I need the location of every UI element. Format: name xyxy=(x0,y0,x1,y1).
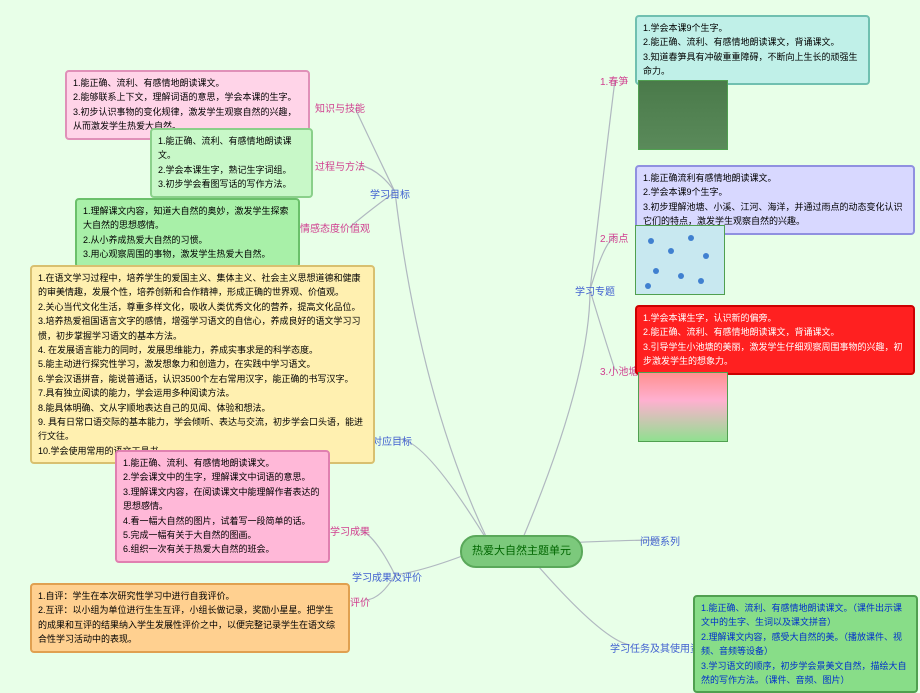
list-item: 4. 在发展语言能力的同时，发展思维能力，养成实事求是的科学态度。 xyxy=(38,343,367,357)
image-pond xyxy=(638,372,728,442)
list-item: 5.完成一幅有关于大自然的图画。 xyxy=(123,528,322,542)
list-item: 6.学会汉语拼音，能说普通话，认识3500个左右常用汉字，能正确的书写汉字。 xyxy=(38,372,367,386)
branch-results: 学习成果及评价 xyxy=(352,569,422,584)
box-targets: 1.在语文学习过程中，培养学生的爱国主义、集体主义、社会主义思想道德和健康的审美… xyxy=(30,265,375,464)
list-item: 1.能正确、流利、有感情地朗读课文。 xyxy=(73,76,302,90)
list-item: 3.初步学会看图写话的写作方法。 xyxy=(158,177,305,191)
list-item: 2.学会课文中的生字，理解课文中词语的意思。 xyxy=(123,470,322,484)
list-item: 3.引导学生小池塘的美丽，激发学生仔细观察周围事物的兴趣，初步激发学生的想象力。 xyxy=(643,340,907,369)
branch-questions: 问题系列 xyxy=(640,533,680,548)
box-eval: 1.自评：学生在本次研究性学习中进行自我评价。2.互评：以小组为单位进行生生互评… xyxy=(30,583,350,653)
list-item: 3.培养热爱祖国语言文字的感情，增强学习语文的自信心，养成良好的语文学习习惯，初… xyxy=(38,314,367,343)
list-item: 2.从小养成热爱大自然的习惯。 xyxy=(83,233,292,247)
box-t1: 1.学会本课9个生字。2.能正确、流利、有感情地朗读课文，背诵课文。3.知道春笋… xyxy=(635,15,870,85)
box-tasks: 1.能正确、流利、有感情地朗读课文。（课件出示课文中的生字、生词以及课文拼音）2… xyxy=(693,595,918,693)
list-item: 2.关心当代文化生活，尊重多样文化，吸收人类优秀文化的营养，提高文化品位。 xyxy=(38,300,367,314)
list-item: 1.在语文学习过程中，培养学生的爱国主义、集体主义、社会主义思想道德和健康的审美… xyxy=(38,271,367,300)
list-item: 4.看一幅大自然的图片，试着写一段简单的话。 xyxy=(123,514,322,528)
image-rain xyxy=(635,225,725,295)
box-process: 1.能正确、流利、有感情地朗读课文。2.学会本课生字，熟记生字词组。3.初步学会… xyxy=(150,128,313,198)
list-item: 6.组织一次有关于热爱大自然的班会。 xyxy=(123,542,322,556)
image-spring-bamboo xyxy=(638,80,728,150)
list-item: 3.学习语文的顺序，初步学会景美文自然，描绘大自然的写作方法。（课件、音频、图片… xyxy=(701,659,910,688)
list-item: 1.能正确、流利、有感情地朗读课文。 xyxy=(123,456,322,470)
center-node: 热爱大自然主题单元 xyxy=(460,535,583,568)
list-item: 1.能正确流利有感情地朗读课文。 xyxy=(643,171,907,185)
list-item: 9. 具有日常口语交际的基本能力，学会倾听、表达与交流，初步学会口头语，能进行文… xyxy=(38,415,367,444)
list-item: 3.理解课文内容，在阅读课文中能理解作者表达的思想感情。 xyxy=(123,485,322,514)
sub-t2: 2.雨点 xyxy=(600,230,628,245)
sub-results: 学习成果 xyxy=(330,523,370,538)
list-item: 2.学会本课9个生字。 xyxy=(643,185,907,199)
list-item: 1.学会本课9个生字。 xyxy=(643,21,862,35)
branch-targets: 对应目标 xyxy=(372,433,412,448)
list-item: 2.能正确、流利、有感情地朗读课文，背诵课文。 xyxy=(643,35,862,49)
list-item: 2.理解课文内容，感受大自然的美。（播放课件、视频、音频等设备） xyxy=(701,630,910,659)
list-item: 2.能够联系上下文，理解词语的意思，学会本课的生字。 xyxy=(73,90,302,104)
list-item: 2.能正确、流利、有感情地朗读课文，背诵课文。 xyxy=(643,325,907,339)
list-item: 7.具有独立阅读的能力，学会运用多种阅读方法。 xyxy=(38,386,367,400)
box-emotion: 1.理解课文内容，知道大自然的奥妙，激发学生探索大自然的思想感情。2.从小养成热… xyxy=(75,198,300,268)
list-item: 3.知道春笋具有冲破重重障碍，不断向上生长的顽强生命力。 xyxy=(643,50,862,79)
list-item: 1.能正确、流利、有感情地朗读课文。 xyxy=(158,134,305,163)
list-item: 1.自评：学生在本次研究性学习中进行自我评价。 xyxy=(38,589,342,603)
list-item: 5.能主动进行探究性学习，激发想象力和创造力，在实践中学习语文。 xyxy=(38,357,367,371)
list-item: 8.能具体明确、文从字顺地表达自己的见闻、体验和想法。 xyxy=(38,401,367,415)
sub-t1: 1.春笋 xyxy=(600,73,628,88)
branch-topics: 学习专题 xyxy=(575,283,615,298)
box-t3: 1.学会本课生字，认识新的偏旁。2.能正确、流利、有感情地朗读课文，背诵课文。3… xyxy=(635,305,915,375)
list-item: 2.学会本课生字，熟记生字词组。 xyxy=(158,163,305,177)
list-item: 1.能正确、流利、有感情地朗读课文。（课件出示课文中的生字、生词以及课文拼音） xyxy=(701,601,910,630)
sub-eval: 评价 xyxy=(350,594,370,609)
list-item: 1.学会本课生字，认识新的偏旁。 xyxy=(643,311,907,325)
branch-goals: 学习目标 xyxy=(370,186,410,201)
list-item: 3.用心观察周围的事物，激发学生热爱大自然。 xyxy=(83,247,292,261)
box-results: 1.能正确、流利、有感情地朗读课文。2.学会课文中的生字，理解课文中词语的意思。… xyxy=(115,450,330,563)
sub-emotion: 情感态度价值观 xyxy=(300,220,370,235)
list-item: 1.理解课文内容，知道大自然的奥妙，激发学生探索大自然的思想感情。 xyxy=(83,204,292,233)
sub-knowledge: 知识与技能 xyxy=(315,100,365,115)
sub-t3: 3.小池塘 xyxy=(600,363,638,378)
sub-process: 过程与方法 xyxy=(315,158,365,173)
list-item: 2.互评：以小组为单位进行生生互评，小组长做记录，奖励小星星。把学生的成果和互评… xyxy=(38,603,342,646)
